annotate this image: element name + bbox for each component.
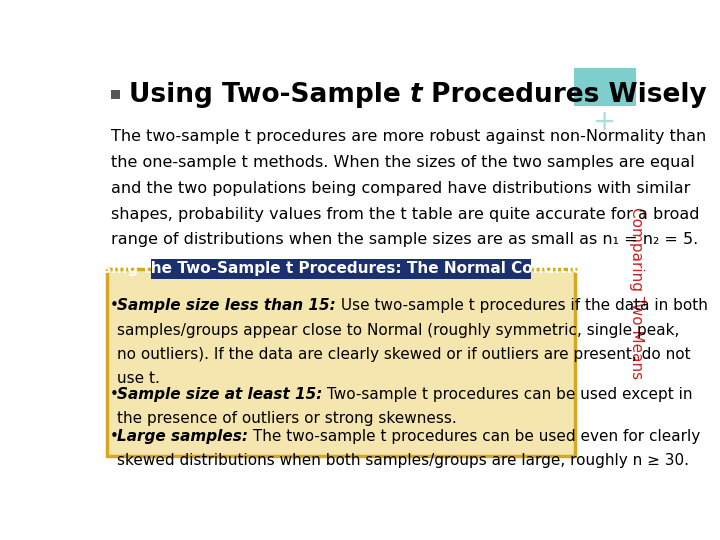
Text: Two-sample t procedures can be used except in: Two-sample t procedures can be used exce…	[322, 387, 693, 402]
Text: •: •	[110, 387, 119, 402]
Text: •: •	[110, 429, 119, 444]
Text: the one-sample t methods. When the sizes of the two samples are equal: the one-sample t methods. When the sizes…	[111, 155, 695, 170]
Text: The two-sample t procedures can be used even for clearly: The two-sample t procedures can be used …	[248, 429, 700, 444]
Text: shapes, probability values from the t table are quite accurate for a broad: shapes, probability values from the t ta…	[111, 207, 700, 221]
Text: skewed distributions when both samples/groups are large, roughly n ≥ 30.: skewed distributions when both samples/g…	[117, 453, 689, 468]
Text: Sample size less than 15:: Sample size less than 15:	[117, 299, 336, 314]
Text: •: •	[110, 299, 119, 314]
Text: Using the Two-Sample t Procedures: The Normal Condition: Using the Two-Sample t Procedures: The N…	[89, 261, 593, 276]
Text: Use two-sample t procedures if the data in both: Use two-sample t procedures if the data …	[336, 299, 708, 314]
Text: and the two populations being compared have distributions with similar: and the two populations being compared h…	[111, 181, 690, 196]
Text: the presence of outliers or strong skewness.: the presence of outliers or strong skewn…	[117, 411, 456, 426]
FancyBboxPatch shape	[111, 90, 120, 99]
Text: Using Two-Sample: Using Two-Sample	[128, 82, 410, 108]
Text: Large samples:: Large samples:	[117, 429, 248, 444]
Text: t: t	[410, 82, 422, 108]
Text: The two-sample t procedures are more robust against non-Normality than: The two-sample t procedures are more rob…	[111, 129, 706, 144]
Text: no outliers). If the data are clearly skewed or if outliers are present, do not: no outliers). If the data are clearly sk…	[117, 347, 690, 362]
Text: Sample size at least 15:: Sample size at least 15:	[117, 387, 322, 402]
Text: samples/groups appear close to Normal (roughly symmetric, single peak,: samples/groups appear close to Normal (r…	[117, 322, 679, 338]
Text: range of distributions when the sample sizes are as small as n₁ = n₂ = 5.: range of distributions when the sample s…	[111, 232, 698, 247]
FancyBboxPatch shape	[107, 268, 575, 456]
Text: Procedures Wisely: Procedures Wisely	[422, 82, 707, 108]
Text: +: +	[593, 108, 617, 136]
FancyBboxPatch shape	[575, 68, 636, 106]
Text: Comparing Two Means: Comparing Two Means	[629, 207, 644, 380]
FancyBboxPatch shape	[151, 259, 531, 279]
Text: use t.: use t.	[117, 371, 160, 386]
